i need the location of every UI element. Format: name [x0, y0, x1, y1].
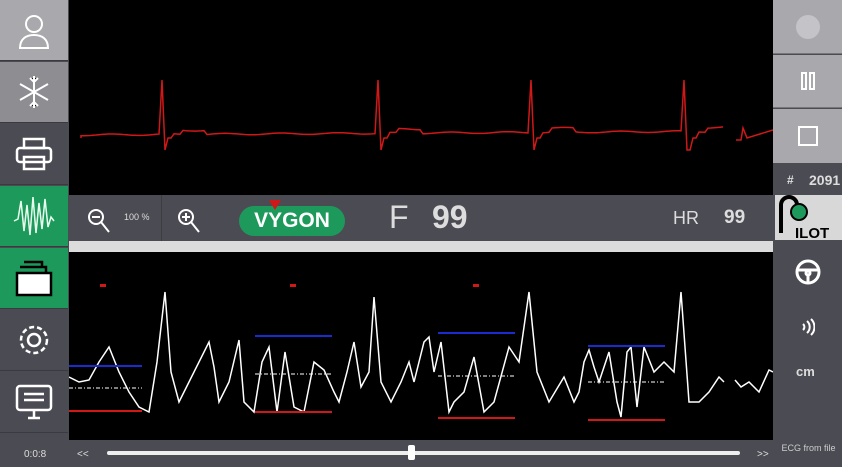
display-button[interactable]	[0, 372, 68, 433]
zoom-level: 100 %	[124, 212, 150, 222]
svg-text:ILOT: ILOT	[795, 225, 829, 240]
signal-icon[interactable]	[801, 318, 815, 336]
waveform-icon	[13, 196, 55, 236]
logo-marker-icon	[269, 200, 281, 210]
person-icon	[18, 15, 50, 49]
steering-wheel-icon[interactable]	[794, 258, 822, 286]
snowflake-icon	[19, 76, 49, 108]
record-icon	[795, 14, 820, 39]
zoom-out-icon[interactable]	[87, 208, 111, 234]
forward-button[interactable]: >>	[757, 449, 769, 460]
mode-value: 99	[432, 199, 468, 235]
unit-button[interactable]: cm	[796, 364, 815, 379]
ecg-button[interactable]	[0, 186, 68, 247]
beat-marker	[290, 284, 296, 287]
right-sidebar: # 2091 ILOT cm ECG from file	[773, 0, 842, 467]
mode-label: F	[389, 199, 409, 235]
source-label: ECG from file	[781, 443, 836, 453]
elapsed-time: 0:0:8	[24, 449, 47, 460]
beat-marker	[473, 284, 479, 287]
gear-icon	[19, 325, 49, 355]
freeze-button[interactable]	[0, 62, 68, 123]
playback-bar: << >>	[69, 440, 773, 467]
patient-button[interactable]	[0, 0, 68, 61]
counter-symbol: #	[787, 173, 794, 187]
toolbar: 100 % VYGON F 99 HR 99	[69, 195, 773, 241]
hr-value: 99	[724, 207, 746, 228]
vygon-logo: VYGON	[239, 206, 345, 236]
folder-icon	[15, 260, 53, 297]
printer-icon	[15, 137, 53, 171]
top-ecg-line	[80, 79, 774, 151]
ecg-bottom-trace	[68, 252, 774, 440]
bottom-ecg-line	[68, 291, 774, 418]
rewind-button[interactable]: <<	[77, 449, 89, 460]
stop-icon	[797, 126, 818, 146]
settings-button[interactable]	[0, 310, 68, 371]
record-button[interactable]	[773, 0, 842, 54]
playback-slider-thumb[interactable]	[407, 445, 415, 460]
hr-label: HR	[673, 208, 699, 228]
print-button[interactable]	[0, 124, 68, 185]
beat-marker	[100, 284, 106, 287]
pause-button[interactable]	[773, 55, 842, 108]
pause-icon	[800, 72, 815, 90]
ecg-top-trace	[69, 0, 774, 195]
zoom-in-icon[interactable]	[177, 208, 201, 234]
files-button[interactable]	[0, 248, 68, 309]
stop-button[interactable]	[773, 109, 842, 163]
playback-slider[interactable]	[107, 451, 740, 455]
left-sidebar: 0:0:8	[0, 0, 69, 467]
pilot-logo: ILOT	[775, 195, 842, 242]
divider-strip	[69, 241, 773, 252]
counter-value: 2091	[809, 172, 841, 188]
monitor-icon	[15, 384, 53, 420]
